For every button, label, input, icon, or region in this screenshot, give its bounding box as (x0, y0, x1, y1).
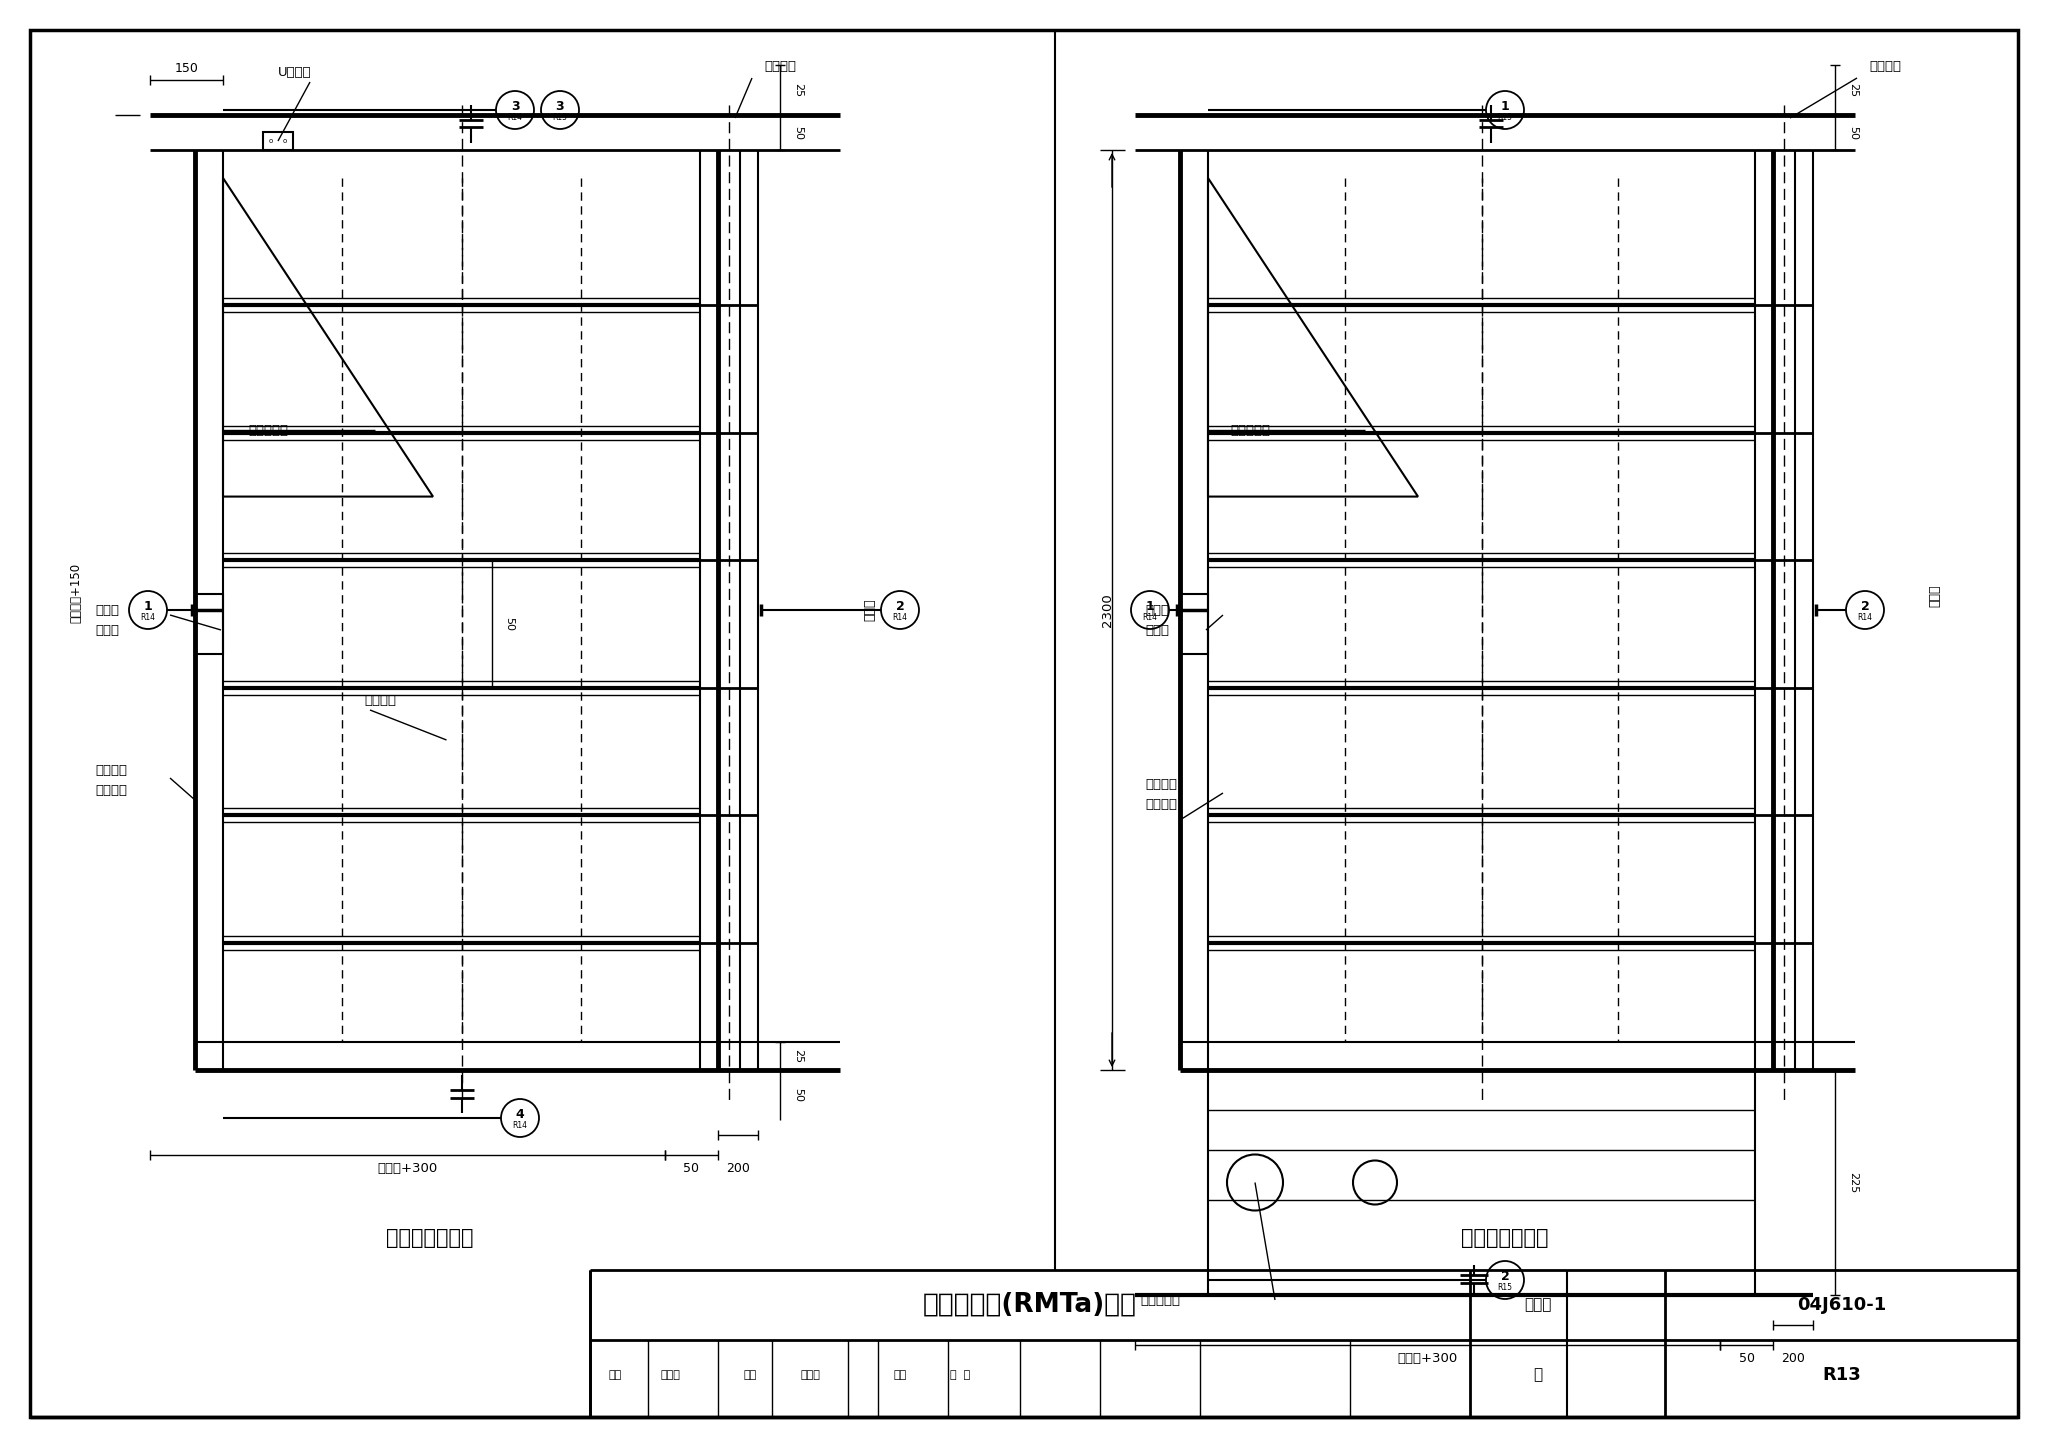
Text: 不锈钢包边: 不锈钢包边 (1231, 424, 1270, 437)
Text: o: o (283, 137, 287, 145)
Text: 225: 225 (1847, 1172, 1858, 1194)
Bar (195, 595, 223, 654)
Text: 25: 25 (793, 1049, 803, 1064)
Text: 不锈钢包边: 不锈钢包边 (248, 424, 289, 437)
Text: R14: R14 (512, 1120, 528, 1130)
Text: 200: 200 (727, 1162, 750, 1175)
Text: 或钢板面: 或钢板面 (94, 783, 127, 796)
Text: 25: 25 (1847, 82, 1858, 97)
Text: 200: 200 (1782, 1353, 1804, 1366)
Text: 内部垫木: 内部垫木 (365, 693, 395, 706)
Text: 防火板面: 防火板面 (1145, 778, 1178, 792)
Text: 2300: 2300 (1100, 593, 1114, 627)
Text: 校对: 校对 (743, 1370, 756, 1380)
Text: 3: 3 (510, 100, 520, 113)
Text: o: o (268, 137, 272, 145)
Text: 50: 50 (1847, 126, 1858, 139)
Text: R15: R15 (553, 113, 567, 122)
Text: 门洞宽+300: 门洞宽+300 (377, 1162, 438, 1175)
Text: U型吊卡: U型吊卡 (279, 67, 311, 80)
Text: 2: 2 (1501, 1270, 1509, 1283)
Text: 门洞宽+300: 门洞宽+300 (1397, 1353, 1458, 1366)
Bar (1208, 1069, 1755, 1295)
Text: 2: 2 (1862, 601, 1870, 614)
Text: 或钢板面: 或钢板面 (1145, 799, 1178, 812)
Text: 防火板面: 防火板面 (94, 764, 127, 777)
Text: 50: 50 (504, 616, 514, 631)
Text: R13: R13 (1823, 1366, 1862, 1383)
Text: 50: 50 (793, 1088, 803, 1103)
Text: R14: R14 (141, 612, 156, 622)
Text: 暗拉手: 暗拉手 (94, 624, 119, 637)
Text: 遮挡散线: 遮挡散线 (764, 61, 797, 74)
Text: 王祖光: 王祖光 (659, 1370, 680, 1380)
Text: R15: R15 (1497, 113, 1513, 122)
Text: 七等分: 七等分 (864, 599, 877, 621)
Text: 50: 50 (1739, 1353, 1755, 1366)
Text: 审核: 审核 (608, 1370, 623, 1380)
Text: R14: R14 (508, 113, 522, 122)
Text: 设计: 设计 (893, 1370, 907, 1380)
Text: R14: R14 (1143, 612, 1157, 622)
Text: 门顶标高+150: 门顶标高+150 (70, 563, 82, 622)
Text: 04J610-1: 04J610-1 (1796, 1297, 1886, 1314)
Text: 1: 1 (143, 601, 152, 614)
Text: 页: 页 (1534, 1367, 1542, 1382)
Bar (262, 132, 293, 150)
Text: 李正阚: 李正阚 (801, 1370, 819, 1380)
Text: 25: 25 (793, 82, 803, 97)
Text: 木质推拉门(RMTa)立面: 木质推拉门(RMTa)立面 (924, 1292, 1137, 1318)
Text: R14: R14 (893, 612, 907, 622)
Text: 图集号: 图集号 (1524, 1298, 1552, 1312)
Text: 4: 4 (516, 1108, 524, 1121)
Text: 1: 1 (1145, 601, 1155, 614)
Text: 暗拉手: 暗拉手 (1145, 624, 1169, 637)
Text: 50: 50 (793, 126, 803, 139)
Text: 带轴承地轮: 带轴承地轮 (1141, 1294, 1180, 1307)
Text: 遮挡散线: 遮挡散线 (1870, 61, 1901, 74)
Text: 吊轨推拉门立面: 吊轨推拉门立面 (387, 1229, 473, 1247)
Text: 不锈钢: 不锈钢 (1145, 603, 1169, 616)
Bar (1180, 595, 1208, 654)
Text: 不锈钢: 不锈钢 (94, 603, 119, 616)
Text: 150: 150 (174, 62, 199, 74)
Text: 七等分: 七等分 (1929, 585, 1942, 608)
Text: 50: 50 (684, 1162, 700, 1175)
Text: 地轨推拉门立面: 地轨推拉门立面 (1462, 1229, 1548, 1247)
Text: 2: 2 (895, 601, 905, 614)
Text: 3: 3 (555, 100, 565, 113)
Text: R14: R14 (1858, 612, 1872, 622)
Text: R15: R15 (1497, 1282, 1513, 1292)
Text: 1: 1 (1501, 100, 1509, 113)
Text: 洪  寨: 洪 寨 (950, 1370, 971, 1380)
